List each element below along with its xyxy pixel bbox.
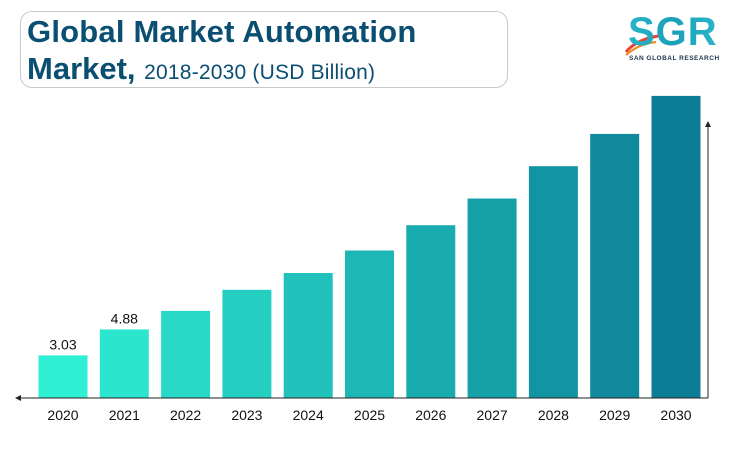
bar-2026 [406,225,456,398]
x-tick-label-2025: 2025 [354,407,385,423]
bar-2029 [590,133,640,398]
chart-title-market: Market, [27,51,136,86]
x-tick-label-2029: 2029 [599,407,630,423]
x-tick-label-2027: 2027 [477,407,508,423]
bar-2021 [99,329,149,398]
data-labels-group: 3.03 4.88 [49,310,138,352]
logo-subtitle: SAN GLOBAL RESEARCH [629,55,720,62]
bar-2023 [222,289,272,398]
x-tick-label-2026: 2026 [415,407,446,423]
bar-2030 [651,95,701,399]
bar-2028 [528,166,578,398]
bar-2027 [467,198,517,398]
x-tick-label-2023: 2023 [231,407,262,423]
bars-group [38,95,701,399]
data-label-2020: 3.03 [49,336,76,352]
x-tick-labels-group: 2020 2021 2022 2023 2024 2025 2026 2027 2028 2029… [47,407,691,423]
x-tick-label-2021: 2021 [109,407,140,423]
sgr-logo: SGR SAN GLOBAL RESEARCH [624,10,724,70]
data-label-2021: 4.88 [111,310,138,326]
x-tick-label-2030: 2030 [660,407,691,423]
bar-2022 [161,310,211,398]
chart-subtitle: 2018-2030 (USD Billion) [144,61,376,84]
logo-text: SGR [628,10,718,54]
title-box: Global Market Automation Market, 2018-20… [20,11,508,88]
x-tick-label-2024: 2024 [293,407,324,423]
bar-2020 [38,355,88,398]
chart-title-line-1: Global Market Automation [27,14,417,49]
bar-2025 [345,250,394,398]
x-tick-label-2020: 2020 [47,407,78,423]
chart-title-line-2: Market, 2018-2030 (USD Billion) [27,51,375,87]
x-tick-label-2028: 2028 [538,407,569,423]
bar-2024 [283,273,333,398]
x-tick-label-2022: 2022 [170,407,201,423]
logo-swoosh-icon [624,34,659,56]
